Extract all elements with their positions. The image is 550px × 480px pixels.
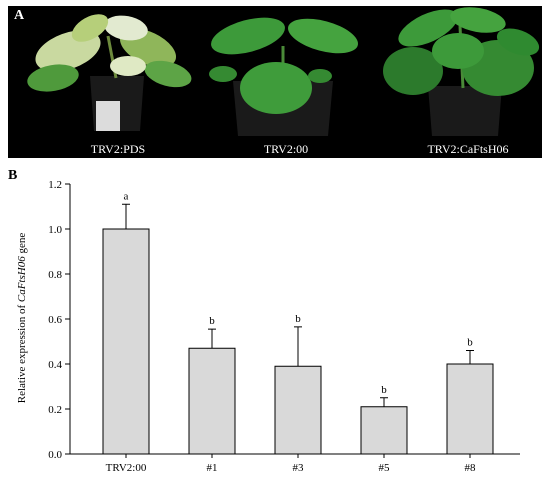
bars: a b b b b [102, 190, 494, 455]
significance-label: b [295, 313, 301, 325]
significance-label: b [209, 315, 215, 327]
panel-b-letter: B [8, 168, 18, 183]
y-tick-label: 0.2 [48, 404, 62, 416]
x-tick-label: #1 [207, 462, 218, 474]
plant-trv2-cafth06 [383, 7, 540, 136]
x-tick-label: TRV2:00 [106, 462, 147, 474]
bar [188, 347, 236, 455]
bar [360, 406, 408, 455]
y-tick-label: 0.6 [48, 314, 62, 326]
caption-trv2-00: TRV2:00 [263, 142, 309, 156]
y-tick-label: 0.8 [48, 269, 62, 281]
y-axis: 0.0 0.2 0.4 0.6 0.8 1.0 1.2 [48, 179, 71, 461]
x-tick-label: #3 [293, 462, 305, 474]
plant-trv2-00 [209, 17, 358, 136]
significance-label: a [124, 190, 129, 202]
y-tick-label: 1.0 [48, 224, 62, 236]
bar [274, 365, 322, 455]
x-axis: TRV2:00 #1 #3 #5 #8 [70, 453, 520, 474]
x-tick-label: #8 [465, 462, 477, 474]
significance-label: b [467, 337, 473, 349]
y-tick-label: 0.0 [48, 449, 62, 461]
bar [446, 363, 494, 455]
plant-photo-panel: TRV2:PDS TRV2:00 TRV2:CaFtsH06 [8, 6, 542, 158]
x-tick-label: #5 [379, 462, 391, 474]
plant-photo [8, 6, 542, 158]
caption-trv2-pds: TRV2:PDS [90, 142, 146, 156]
plant-trv2-pds [27, 14, 192, 131]
caption-trv2-cafth06: TRV2:CaFtsH06 [427, 142, 509, 156]
y-tick-label: 0.4 [48, 359, 62, 371]
bar [102, 228, 150, 455]
panel-a-letter: A [14, 8, 25, 23]
significance-label: b [381, 384, 387, 396]
y-tick-label: 1.2 [48, 179, 62, 191]
